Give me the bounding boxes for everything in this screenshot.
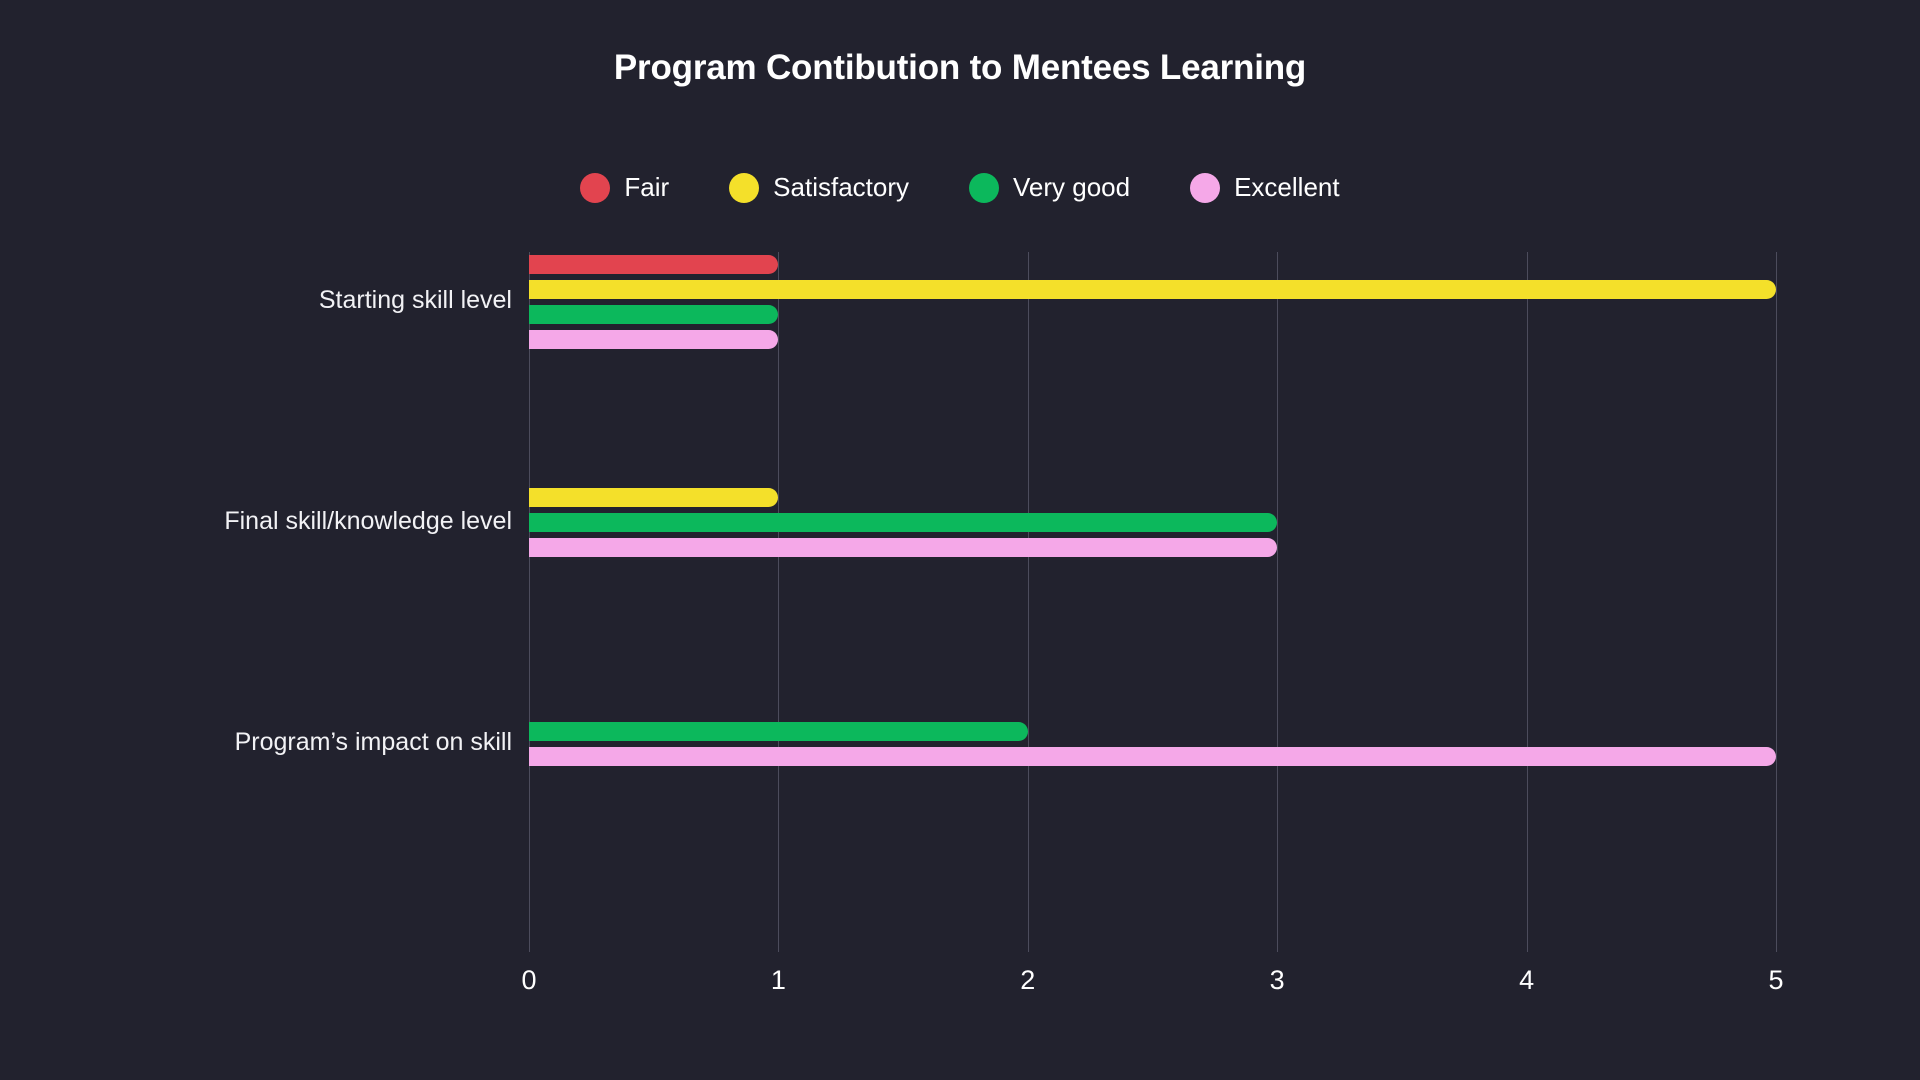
legend-item[interactable]: Excellent xyxy=(1190,172,1340,203)
bar-track xyxy=(529,330,1776,349)
x-axis-tick-label: 1 xyxy=(770,965,786,995)
legend-item[interactable]: Fair xyxy=(580,172,669,203)
bar[interactable] xyxy=(529,721,1028,741)
bar[interactable] xyxy=(529,513,1278,533)
bar-track xyxy=(529,280,1776,299)
y-axis-category-label: Starting skill level xyxy=(318,286,512,314)
x-axis-tick-label: 3 xyxy=(1269,965,1285,995)
bar-group xyxy=(529,721,1776,772)
x-axis-tick-label: 2 xyxy=(1020,965,1036,995)
legend-swatch-icon xyxy=(580,172,611,203)
bar[interactable] xyxy=(529,280,1776,299)
legend-item[interactable]: Satisfactory xyxy=(729,172,909,203)
bar[interactable] xyxy=(529,330,779,349)
bar-track xyxy=(529,746,1776,766)
bar[interactable] xyxy=(529,538,1278,558)
x-axis-tick-label: 5 xyxy=(1768,965,1784,995)
gridline xyxy=(1526,252,1528,952)
bar[interactable] xyxy=(529,255,779,274)
legend-label: Very good xyxy=(1013,172,1131,202)
gridline xyxy=(1776,252,1777,952)
gridline xyxy=(1277,252,1279,952)
y-axis-category-label: Program’s impact on skill xyxy=(234,727,512,756)
bar-track xyxy=(529,255,1776,274)
plot-area xyxy=(529,252,1777,952)
legend-label: Excellent xyxy=(1234,172,1340,202)
bar-group xyxy=(529,255,1776,355)
chart-legend: Fair Satisfactory Very good Excellent xyxy=(0,172,1920,203)
bar-track xyxy=(529,305,1776,324)
legend-label: Satisfactory xyxy=(773,172,909,202)
bar-track xyxy=(529,488,1776,508)
legend-item[interactable]: Very good xyxy=(969,172,1130,203)
legend-swatch-icon xyxy=(1190,172,1221,203)
gridline xyxy=(778,252,780,952)
chart-title: Program Contibution to Mentees Learning xyxy=(613,48,1307,87)
y-axis-category-label: Final skill/knowledge level xyxy=(224,506,512,535)
bar-track xyxy=(529,721,1776,741)
x-axis-tick-label: 4 xyxy=(1519,965,1535,995)
bar[interactable] xyxy=(529,488,779,508)
gridline xyxy=(1027,252,1029,952)
gridline xyxy=(529,252,530,952)
bar-track xyxy=(529,538,1776,558)
legend-swatch-icon xyxy=(969,172,999,203)
bar-group xyxy=(529,488,1776,563)
bar[interactable] xyxy=(529,746,1776,766)
legend-label: Fair xyxy=(624,172,670,202)
bar[interactable] xyxy=(529,305,779,324)
bar-track xyxy=(529,513,1776,533)
x-axis-tick-label: 0 xyxy=(521,965,537,995)
legend-swatch-icon xyxy=(729,172,760,203)
